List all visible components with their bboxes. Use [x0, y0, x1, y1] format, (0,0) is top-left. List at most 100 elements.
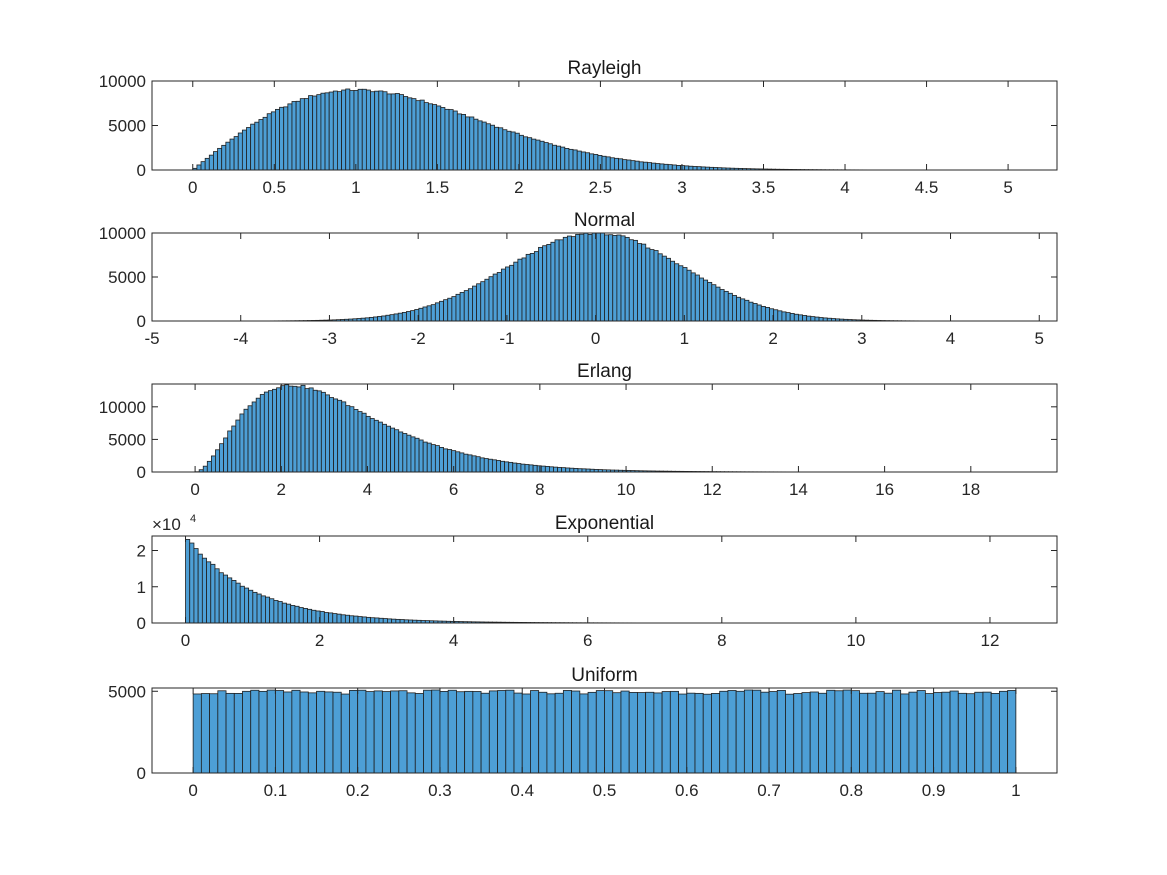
histogram-bar — [850, 690, 860, 774]
histogram-bar — [974, 691, 984, 774]
histogram-bar — [365, 616, 372, 624]
histogram-bar — [418, 307, 424, 322]
histogram-bar — [651, 162, 657, 171]
histogram-bar — [399, 94, 404, 171]
histogram-bar — [217, 147, 223, 171]
histogram-bar — [237, 132, 243, 171]
subplot-title: Exponential — [555, 513, 654, 534]
histogram-bar — [280, 385, 286, 473]
histogram-bar — [316, 390, 322, 473]
x-tick-label: 6 — [583, 631, 592, 650]
histogram-bar — [349, 615, 355, 624]
histogram-bar — [239, 585, 245, 624]
histogram-bar — [957, 692, 967, 774]
histogram-bar — [593, 154, 599, 171]
histogram-bar — [394, 429, 400, 473]
histogram-bar — [595, 690, 605, 774]
histogram-bar — [883, 692, 893, 774]
histogram-bar — [628, 692, 638, 774]
histogram-bar — [290, 605, 296, 624]
histogram-bar — [785, 312, 791, 322]
x-tick-label: 2 — [315, 631, 324, 650]
histogram-bar — [686, 269, 692, 322]
y-tick-label: 5000 — [108, 430, 146, 449]
histogram-bar — [505, 266, 511, 322]
histogram-bar — [463, 453, 469, 473]
histogram-bar — [810, 316, 816, 322]
histogram-bar — [497, 690, 507, 774]
histogram-bar — [231, 580, 237, 624]
histogram-bar — [250, 689, 260, 774]
subplot-uniform: 0 0.1 0.2 0.3 0.4 0.5 0.6 0.7 0.8 0.9 1 0 5000 Unifor… — [108, 665, 1058, 800]
y-tick-label: 0 — [137, 312, 146, 331]
histogram-bar — [422, 441, 428, 473]
histogram-bar — [523, 136, 528, 171]
histogram-bar — [235, 582, 241, 624]
histogram-bar — [684, 165, 690, 171]
histogram-bar — [407, 97, 413, 171]
histogram-bar — [332, 613, 338, 624]
x-tick-label: 0 — [188, 781, 197, 800]
histogram-bar — [512, 462, 518, 473]
histogram-bar — [197, 553, 203, 624]
histogram-bar — [719, 690, 729, 774]
histogram-bar — [785, 693, 795, 774]
y-tick-label: 5000 — [108, 268, 146, 287]
histogram-bar — [410, 436, 416, 473]
histogram-bar — [491, 459, 497, 473]
histogram-bar — [999, 690, 1009, 774]
histogram-bar — [357, 689, 367, 774]
histogram-bar — [206, 561, 212, 624]
histogram-bar — [561, 467, 567, 473]
histogram-bar — [444, 108, 450, 171]
histogram-bar — [556, 145, 562, 171]
histogram-bar — [411, 98, 417, 171]
histogram-bar — [256, 593, 262, 624]
x-tick-label: 1 — [351, 178, 360, 197]
x-tick-label: 10 — [617, 480, 636, 499]
histogram-bar — [344, 614, 350, 624]
histogram-bar — [447, 449, 453, 473]
histogram-bar — [286, 603, 292, 624]
histogram-bar — [252, 591, 258, 624]
histogram-bar — [591, 232, 597, 322]
x-tick-label: 0.6 — [675, 781, 699, 800]
histogram-bar — [377, 421, 383, 473]
histogram-bar — [620, 235, 626, 322]
histogram-bar — [323, 612, 329, 624]
histogram-bar — [806, 315, 812, 322]
histogram-bar — [834, 690, 844, 774]
histogram-bar — [649, 249, 655, 322]
histogram-bar — [353, 615, 359, 624]
histogram-bar — [439, 446, 444, 473]
histogram-bar — [281, 602, 287, 624]
histogram-bar — [776, 690, 786, 774]
x-tick-label: 14 — [789, 480, 808, 499]
histogram-bar — [333, 398, 339, 473]
histogram-bar — [612, 692, 622, 774]
histogram-bar — [892, 689, 902, 774]
x-tick-label: 2.5 — [589, 178, 613, 197]
histogram-bar — [752, 303, 758, 322]
histogram-bar — [239, 413, 245, 473]
histogram-bar — [406, 311, 411, 322]
histogram-bar — [538, 691, 548, 774]
histogram-bar — [319, 611, 325, 624]
histogram-bar — [638, 161, 644, 171]
histogram-bar — [508, 461, 514, 473]
histogram-bar — [415, 100, 421, 171]
histogram-bar — [543, 142, 549, 171]
histogram-bar — [233, 136, 239, 171]
histogram-bar — [210, 455, 216, 473]
histogram-bar — [614, 157, 619, 171]
histogram-bar — [483, 458, 489, 473]
histogram-bar — [966, 693, 976, 774]
histogram-bar — [231, 425, 237, 473]
histogram-bar — [576, 150, 582, 171]
histogram-bar — [389, 314, 395, 322]
histogram-bar — [200, 693, 210, 774]
histogram-bar — [316, 690, 326, 774]
histogram-bar — [530, 690, 540, 774]
histogram-bar — [432, 104, 438, 171]
